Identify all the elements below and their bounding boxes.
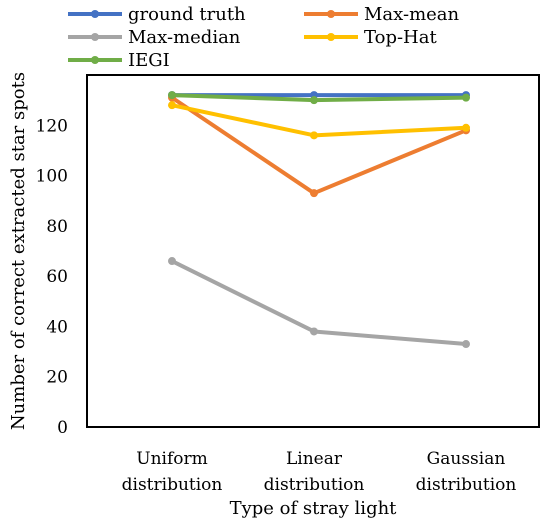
data-point [168,101,176,110]
legend-label: Max-median [128,27,241,48]
legend-label: IEGI [128,50,170,71]
data-point [462,340,470,349]
y-axis-title: Number of correct extracted star spots [8,72,29,430]
y-tick-label: 100 [36,167,68,187]
series-layer [168,91,470,349]
y-tick-label: 120 [36,116,68,136]
legend-marker [327,10,335,18]
legend-label: ground truth [128,4,246,25]
y-tick-label: 60 [46,267,68,287]
data-point [168,91,176,100]
series-max-median [168,257,470,349]
y-axis-ticks: 0 20 40 60 80 100 120 [36,116,68,438]
y-tick-label: 0 [57,418,68,438]
data-point [310,131,318,140]
legend: ground truth Max-mean Max-median Top-Hat IEG… [68,4,460,71]
y-tick-label: 40 [46,317,68,337]
x-axis-ticks: Uniform distribution Linear distribution Gau… [122,449,517,495]
series-line [171,103,467,138]
legend-marker [91,56,99,64]
y-tick-label: 80 [46,217,68,237]
series-max-mean [168,93,470,198]
x-axis-title: Type of stray light [230,498,398,519]
legend-marker [327,33,335,41]
data-point [310,327,318,336]
y-tick-label: 20 [46,368,68,388]
legend-entry: Max-mean [304,4,460,25]
legend-marker [91,10,99,18]
x-tick-label: Linear distribution [264,449,365,495]
x-tick-label: Gaussian distribution [416,449,517,495]
series-top-hat [168,101,470,140]
x-tick-label: Uniform distribution [122,449,223,495]
legend-entry: Top-Hat [304,27,437,48]
legend-label: Max-mean [364,4,460,25]
data-point [310,189,318,198]
legend-entry: IEGI [68,50,170,71]
series-iegi [168,91,470,105]
legend-entry: Max-median [68,27,241,48]
data-point [462,123,470,132]
legend-entry: ground truth [68,4,246,25]
legend-marker [91,33,99,41]
legend-label: Top-Hat [364,27,437,48]
data-point [168,257,176,266]
series-line [171,259,467,347]
series-line [170,95,467,196]
plot-area-frame [86,74,540,428]
data-point [310,96,318,105]
data-point [462,93,470,102]
